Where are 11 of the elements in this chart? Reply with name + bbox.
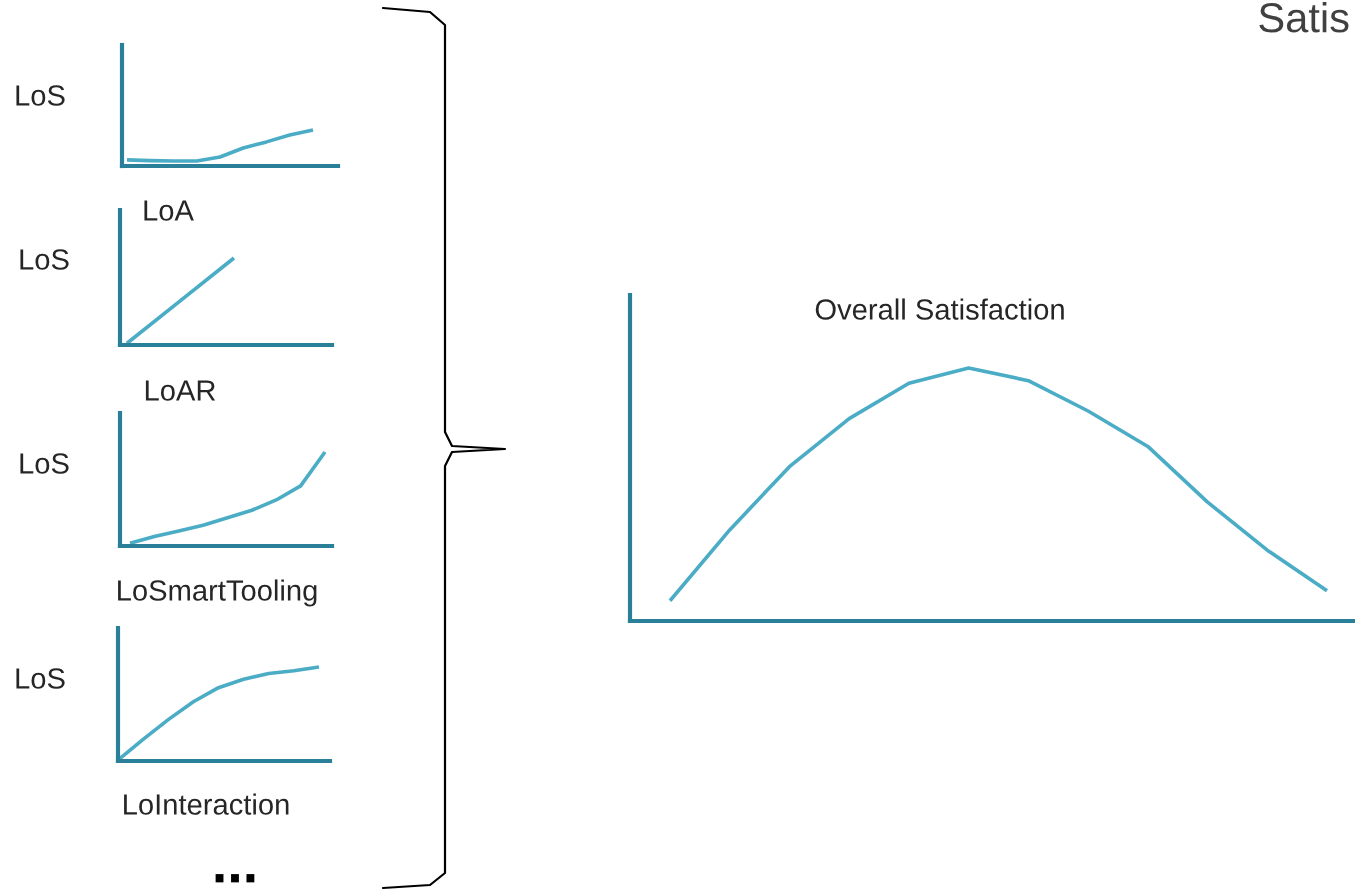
x-axis-title: LoSmartTooling bbox=[118, 579, 317, 607]
text: Satis bbox=[1259, 2, 1349, 33]
chart-title: Overall Satisfaction bbox=[815, 298, 1064, 320]
y-axis-title: LoS bbox=[16, 668, 65, 689]
y-axis-title: LoS bbox=[20, 453, 69, 474]
x-axis-title: LoA bbox=[144, 200, 194, 221]
y-axis-title: LoS bbox=[20, 249, 69, 270]
y-axis-title: LoS bbox=[16, 85, 65, 106]
x-axis-title: LoInteraction bbox=[124, 793, 289, 815]
x-axis-title: LoAR bbox=[145, 380, 216, 401]
text: ... bbox=[215, 874, 255, 883]
